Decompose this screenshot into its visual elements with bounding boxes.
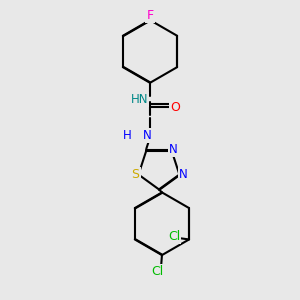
Text: N: N xyxy=(169,142,178,155)
Text: H   N: H N xyxy=(123,129,152,142)
Text: Cl: Cl xyxy=(168,230,180,243)
Text: Cl: Cl xyxy=(151,265,164,278)
Text: HN: HN xyxy=(131,93,148,106)
Text: F: F xyxy=(146,9,154,22)
Text: S: S xyxy=(131,168,140,181)
Text: N: N xyxy=(178,168,188,181)
Text: O: O xyxy=(170,101,180,114)
